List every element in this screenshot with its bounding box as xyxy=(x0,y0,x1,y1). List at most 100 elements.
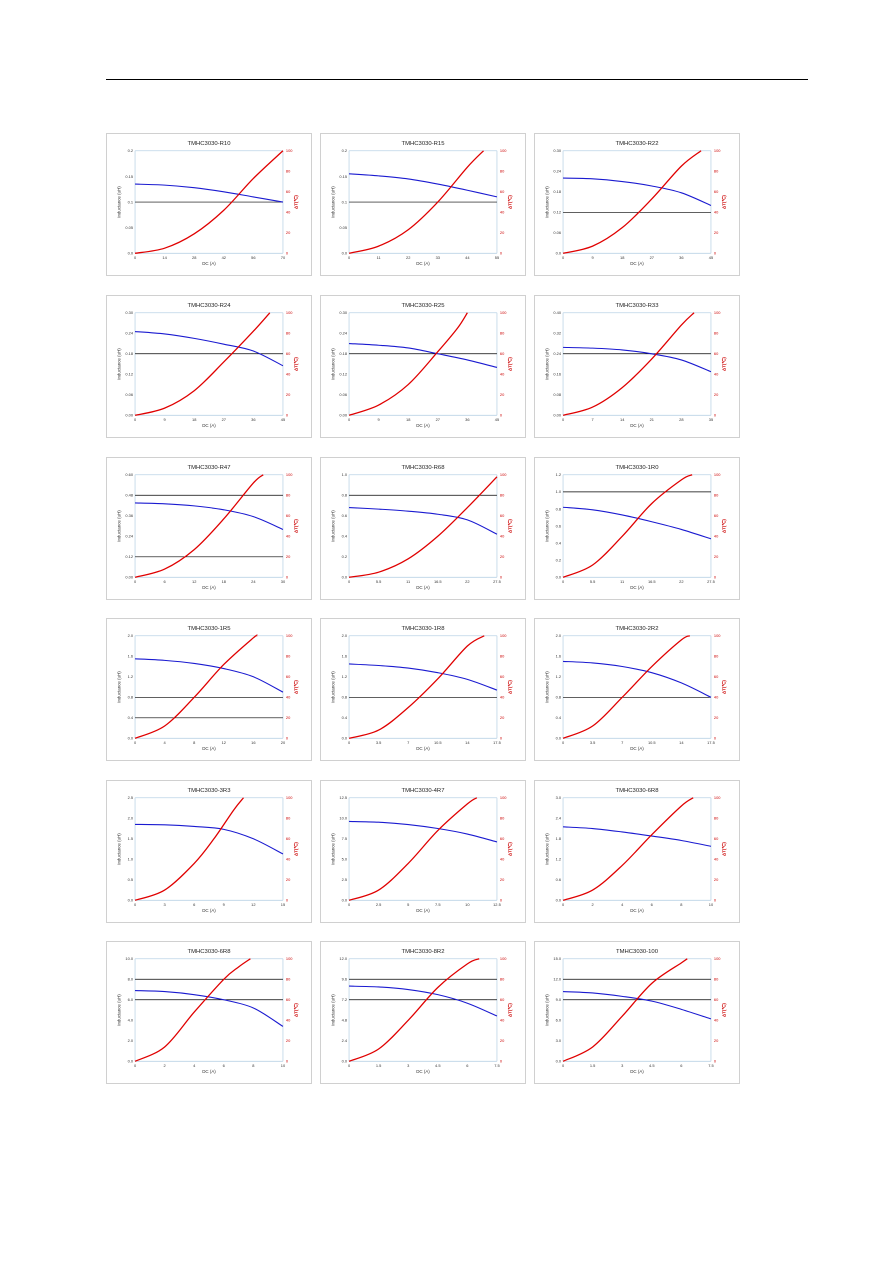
y2-tick-label: 40 xyxy=(286,534,291,539)
x-tick-label: 3.5 xyxy=(590,740,596,745)
x-tick-label: 36 xyxy=(251,417,256,422)
y-tick-label: 0.0 xyxy=(128,251,134,256)
chart-panel: TMHC3030-R25 0 9 18 27 36 45 0.00 0.06 0.12 0.18 0.… xyxy=(320,295,526,438)
x-tick-label: 14 xyxy=(465,740,470,745)
x-tick-label: 36 xyxy=(465,417,470,422)
x-tick-label: 0 xyxy=(134,417,137,422)
x-tick-label: 0 xyxy=(348,579,351,584)
y-tick-label: 0.0 xyxy=(556,1059,562,1064)
x-tick-label: 6 xyxy=(223,1063,226,1068)
x-axis-label: DC (A) xyxy=(416,746,430,751)
y-tick-label: 0.60 xyxy=(125,472,133,477)
y-tick-label: 10.0 xyxy=(125,956,133,961)
y2-tick-label: 0 xyxy=(714,575,717,580)
chart-title: TMHC3030-R22 xyxy=(616,141,659,147)
y2-tick-label: 20 xyxy=(714,877,719,882)
chart-panel: TMHC3030-3R3 0 3 6 9 12 15 0.0 0.5 1.0 1.5 2.0 2.5 0 2… xyxy=(106,780,312,923)
y-tick-label: 2.4 xyxy=(342,1038,348,1043)
y2-tick-label: 80 xyxy=(500,816,505,821)
y2-tick-label: 100 xyxy=(714,633,721,638)
y-tick-label: 0.0 xyxy=(342,898,348,903)
y-tick-label: 0.18 xyxy=(553,189,561,194)
y2-axis-label: ΔT(℃) xyxy=(294,842,299,856)
temperature-curve xyxy=(134,958,251,1062)
x-tick-label: 15 xyxy=(281,902,286,907)
temperature-curve xyxy=(348,635,485,739)
y-tick-label: 0.08 xyxy=(553,392,561,397)
inductance-curve xyxy=(349,985,498,1017)
y-axis-label: Inductance (uH) xyxy=(330,510,335,542)
y-tick-label: 0.00 xyxy=(125,575,133,580)
y-axis-label: Inductance (uH) xyxy=(330,348,335,380)
chart-title: TMHC3030-R47 xyxy=(187,465,230,471)
chart-panel: TMHC3030-1R0 0 5.5 11 16.5 22 27.5 0.0 0.2 0.4 0.6… xyxy=(534,457,740,600)
x-tick-label: 45 xyxy=(281,417,286,422)
y-tick-label: 0.1 xyxy=(128,199,133,204)
y2-tick-label: 40 xyxy=(500,857,505,862)
chart-title: TMHC3030-6R8 xyxy=(616,788,660,794)
y-tick-label: 0.0 xyxy=(128,736,134,741)
x-tick-label: 0 xyxy=(134,255,137,260)
y-tick-label: 0.15 xyxy=(125,174,133,179)
x-tick-label: 6 xyxy=(193,902,196,907)
y-tick-label: 10.0 xyxy=(339,816,347,821)
y-tick-label: 0.12 xyxy=(339,372,347,377)
y2-tick-label: 40 xyxy=(714,1018,719,1023)
chart-panel: TMHC3030-4R7 0 2.5 5 7.5 10 12.5 0.0 2.5 5.0 7.5 10… xyxy=(320,780,526,923)
y2-axis-label: ΔT(℃) xyxy=(722,519,727,533)
x-tick-label: 0 xyxy=(562,1063,565,1068)
y2-tick-label: 20 xyxy=(714,230,719,235)
chart-svg: TMHC3030-4R7 0 2.5 5 7.5 10 12.5 0.0 2.5 5.0 7.5 10… xyxy=(330,788,512,913)
y2-tick-label: 80 xyxy=(714,169,719,174)
x-tick-label: 11 xyxy=(377,255,381,260)
chart-panel: TMHC3030-R24 0 9 18 27 36 45 0.00 0.06 0.12 0.18 0.… xyxy=(106,295,312,438)
y2-tick-label: 100 xyxy=(286,633,293,638)
y-tick-label: 5.0 xyxy=(342,857,348,862)
y-tick-label: 4.8 xyxy=(342,1018,348,1023)
y2-tick-label: 100 xyxy=(286,795,293,800)
y2-tick-label: 40 xyxy=(500,695,505,700)
x-tick-label: 14 xyxy=(679,740,684,745)
temperature-curve xyxy=(562,635,691,739)
y2-tick-label: 20 xyxy=(286,1038,291,1043)
y2-tick-label: 40 xyxy=(286,1018,291,1023)
y-tick-label: 2.0 xyxy=(128,1038,134,1043)
y2-tick-label: 0 xyxy=(500,575,503,580)
y-tick-label: 9.6 xyxy=(342,977,348,982)
y2-tick-label: 20 xyxy=(286,392,291,397)
y2-tick-label: 100 xyxy=(500,148,507,153)
y-tick-label: 0.4 xyxy=(556,715,562,720)
y-tick-label: 6.0 xyxy=(128,997,134,1002)
y2-tick-label: 0 xyxy=(500,413,503,418)
x-tick-label: 0 xyxy=(348,417,351,422)
y-tick-label: 0.00 xyxy=(125,413,133,418)
chart-panel: TMHC3030-R68 0 5.5 11 16.5 22 27.5 0.0 0.2 0.4 0.6… xyxy=(320,457,526,600)
temperature-curve xyxy=(134,150,284,254)
y2-tick-label: 80 xyxy=(286,169,291,174)
y2-tick-label: 100 xyxy=(286,472,293,477)
x-tick-label: 22 xyxy=(465,579,469,584)
y-axis-label: Inductance (uH) xyxy=(330,994,335,1026)
x-tick-label: 3.5 xyxy=(376,740,382,745)
x-axis-label: DC (A) xyxy=(630,423,644,428)
y-tick-label: 0.06 xyxy=(553,230,561,235)
x-tick-label: 8 xyxy=(680,902,683,907)
y-tick-label: 0.15 xyxy=(339,174,347,179)
y-tick-label: 0.24 xyxy=(339,331,347,336)
chart-svg: TMHC3030-6R8 0 2 4 6 8 10 0.0 2.0 4.0 6.0 8.0 10.0 0 2… xyxy=(116,949,298,1074)
y2-tick-label: 20 xyxy=(500,877,505,882)
y-tick-label: 0.12 xyxy=(125,372,133,377)
chart-title: TMHC3030-R15 xyxy=(402,141,446,147)
y-tick-label: 1.6 xyxy=(128,654,134,659)
inductance-curve xyxy=(135,823,284,855)
inductance-curve xyxy=(563,826,712,847)
x-tick-label: 5 xyxy=(407,902,410,907)
chart-svg: TMHC3030-R25 0 9 18 27 36 45 0.00 0.06 0.12 0.18 0.… xyxy=(330,303,512,428)
y2-tick-label: 20 xyxy=(286,554,291,559)
y-axis-label: Inductance (uH) xyxy=(116,671,121,703)
y2-tick-label: 100 xyxy=(714,310,721,315)
y-tick-label: 0.0 xyxy=(128,898,134,903)
y2-tick-label: 60 xyxy=(500,351,505,356)
y2-tick-label: 0 xyxy=(714,736,717,741)
y-tick-label: 0.32 xyxy=(553,331,561,336)
